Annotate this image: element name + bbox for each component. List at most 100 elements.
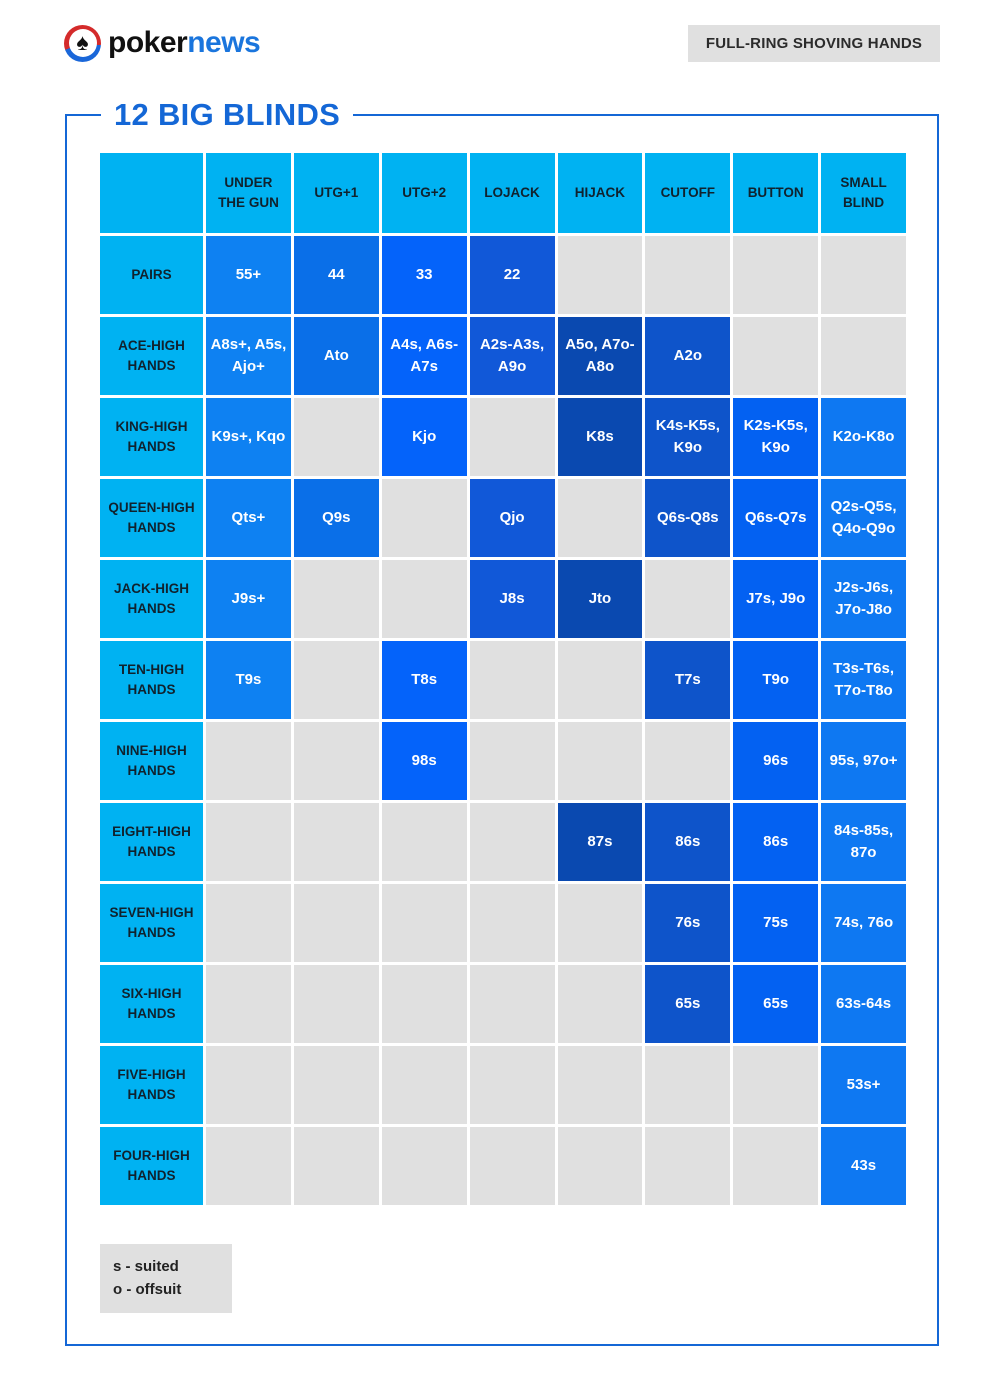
pokernews-logo: ♠ pokernews [64,24,261,62]
column-header: LOJACK [469,153,555,233]
hand-cell: 75s [733,884,819,962]
empty-cell [645,1127,731,1205]
hand-cell: K8s [557,398,643,476]
hand-cell: 43s [821,1127,906,1205]
empty-cell [293,965,379,1043]
hand-cell: Q6s-Q8s [645,479,731,557]
hand-cell: 74s, 76o [821,884,906,962]
column-header: UTG+2 [381,153,467,233]
hand-cell: 53s+ [821,1046,906,1124]
empty-cell [206,884,291,962]
empty-cell [469,884,555,962]
hand-cell: 65s [645,965,731,1043]
row-label: EIGHT-HIGH HANDS [100,803,203,881]
empty-cell [733,236,819,314]
logo-wordmark: pokernews [108,26,261,60]
column-header: SMALL BLIND [821,153,906,233]
row-label: SEVEN-HIGH HANDS [100,884,203,962]
hand-cell: 98s [381,722,467,800]
hand-cell: A5o, A7o-A8o [557,317,643,395]
hand-cell: T8s [381,641,467,719]
empty-cell [206,803,291,881]
full-ring-shoving-hands-badge: FULL-RING SHOVING HANDS [688,24,940,62]
column-header: HIJACK [557,153,643,233]
row-label: NINE-HIGH HANDS [100,722,203,800]
corner-cell [100,153,203,233]
empty-cell [381,479,467,557]
empty-cell [469,803,555,881]
row-label: ACE-HIGH HANDS [100,317,203,395]
column-header: UTG+1 [293,153,379,233]
empty-cell [469,965,555,1043]
empty-cell [557,479,643,557]
empty-cell [733,1046,819,1124]
legend-suited: s - suited [113,1258,179,1275]
empty-cell [645,560,731,638]
empty-cell [293,884,379,962]
empty-cell [469,641,555,719]
empty-cell [821,236,906,314]
hand-cell: Q2s-Q5s, Q4o-Q9o [821,479,906,557]
empty-cell [381,1127,467,1205]
hand-cell: K2o-K8o [821,398,906,476]
hand-cell: Qjo [469,479,555,557]
empty-cell [381,1046,467,1124]
empty-cell [469,398,555,476]
logo-word-poker: poker [108,26,188,59]
row-label: SIX-HIGH HANDS [100,965,203,1043]
hand-cell: 33 [381,236,467,314]
row-label: FOUR-HIGH HANDS [100,1127,203,1205]
column-header: BUTTON [733,153,819,233]
hand-cell: 95s, 97o+ [821,722,906,800]
empty-cell [206,1046,291,1124]
empty-cell [733,1127,819,1205]
hand-cell: 86s [733,803,819,881]
pokernews-circle-icon: ♠ [64,24,101,62]
empty-cell [293,398,379,476]
hand-cell: T9s [206,641,291,719]
empty-cell [469,1046,555,1124]
empty-cell [557,884,643,962]
legend-offsuit: o - offsuit [113,1281,182,1299]
empty-cell [206,1127,291,1205]
hand-cell: K4s-K5s, K9o [645,398,731,476]
empty-cell [206,965,291,1043]
empty-cell [293,560,379,638]
empty-cell [381,884,467,962]
empty-cell [557,641,643,719]
empty-cell [557,236,643,314]
empty-cell [293,641,379,719]
empty-cell [293,1127,379,1205]
shoving-hands-table: UNDER THE GUN UTG+1 UTG+2 LOJACK HIJACK CUTOF… [100,153,906,1205]
empty-cell [206,722,291,800]
empty-cell [293,803,379,881]
hand-cell: K2s-K5s, K9o [733,398,819,476]
hand-cell: J9s+ [206,560,291,638]
empty-cell [293,722,379,800]
row-label: JACK-HIGH HANDS [100,560,203,638]
empty-cell [645,722,731,800]
empty-cell [381,560,467,638]
row-label: PAIRS [100,236,203,314]
chart-title: 12 BIG BLINDS [101,94,354,136]
row-label: KING-HIGH HANDS [100,398,203,476]
hand-cell: A2s-A3s, A9o [469,317,555,395]
hand-cell: 96s [733,722,819,800]
top-bar: ♠ pokernews FULL-RING SHOVING HANDS [0,0,1000,64]
hand-cell: A4s, A6s-A7s [381,317,467,395]
hand-cell: 84s-85s, 87o [821,803,906,881]
hand-cell: T3s-T6s, T7o-T8o [821,641,906,719]
hand-cell: 22 [469,236,555,314]
hand-cell: 44 [293,236,379,314]
row-label: QUEEN-HIGH HANDS [100,479,203,557]
hand-cell: J7s, J9o [733,560,819,638]
empty-cell [557,1127,643,1205]
hand-cell: 63s-64s [821,965,906,1043]
empty-cell [733,317,819,395]
empty-cell [557,1046,643,1124]
hand-cell: T7s [645,641,731,719]
empty-cell [293,1046,379,1124]
hand-cell: Qts+ [206,479,291,557]
hand-cell: 76s [645,884,731,962]
hand-cell: Ato [293,317,379,395]
